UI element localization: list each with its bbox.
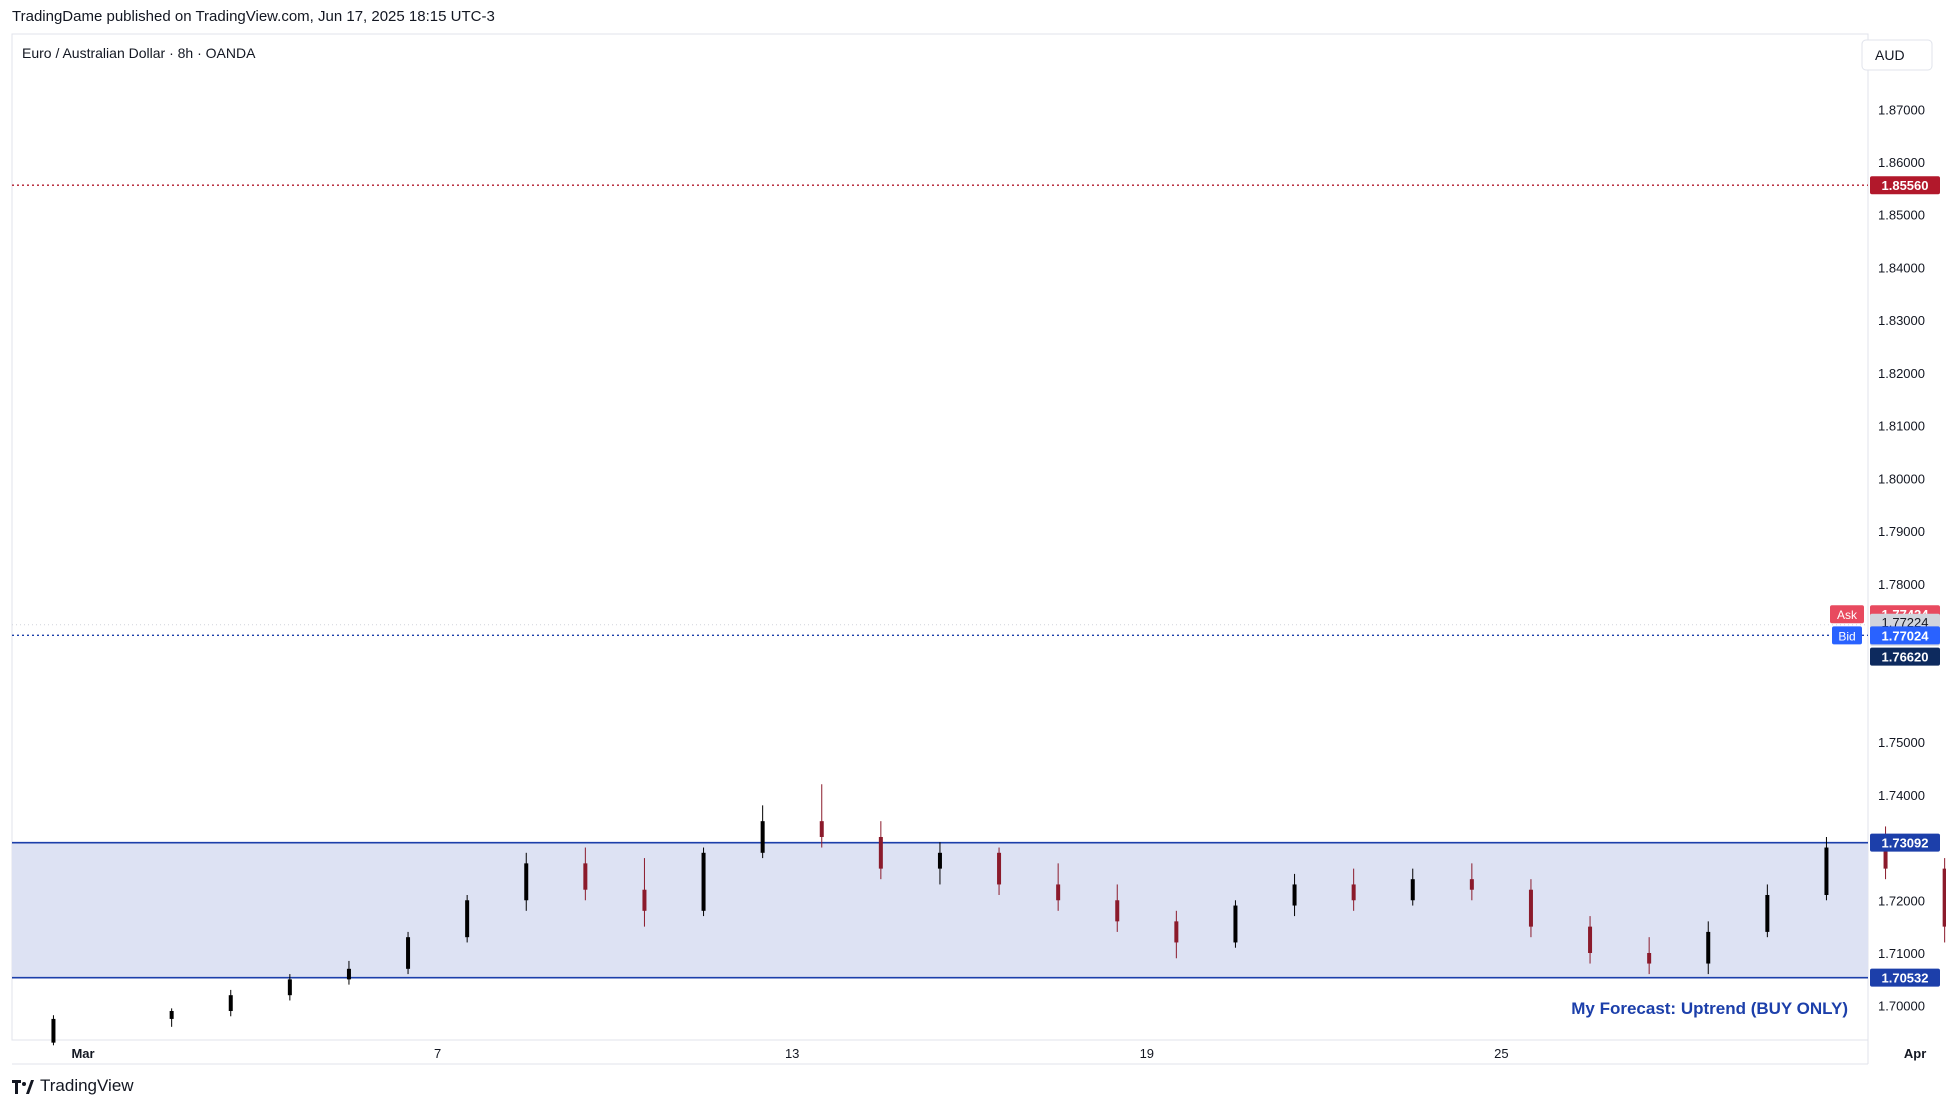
y-tick-label: 1.80000 xyxy=(1878,471,1925,486)
currency-selector[interactable]: AUD xyxy=(1861,39,1933,71)
forecast-annotation: My Forecast: Uptrend (BUY ONLY) xyxy=(1571,999,1848,1018)
x-tick-label: Mar xyxy=(71,1046,94,1061)
candle[interactable] xyxy=(524,863,529,901)
x-tick-label: 25 xyxy=(1494,1046,1508,1061)
candle[interactable] xyxy=(642,889,647,911)
candle[interactable] xyxy=(1292,884,1297,906)
y-tick-label: 1.85000 xyxy=(1878,208,1925,223)
candle[interactable] xyxy=(1588,926,1593,953)
price-level-tag-label: 1.73092 xyxy=(1882,836,1929,851)
bid-price: 1.77024 xyxy=(1882,628,1930,643)
publish-info: TradingDame published on TradingView.com… xyxy=(12,8,495,25)
y-tick-label: 1.75000 xyxy=(1878,735,1925,750)
candle[interactable] xyxy=(878,836,883,869)
candle[interactable] xyxy=(997,852,1002,885)
x-tick-label: 13 xyxy=(785,1046,799,1061)
price-level-tag-label: 1.70532 xyxy=(1882,971,1929,986)
y-tick-label: 1.81000 xyxy=(1878,419,1925,434)
price-level-tag xyxy=(1870,833,1940,852)
y-tick-label: 1.79000 xyxy=(1878,524,1925,539)
candle[interactable] xyxy=(760,821,765,853)
candle[interactable] xyxy=(1115,900,1120,922)
tradingview-brand[interactable]: TradingView xyxy=(12,1076,134,1096)
candle[interactable] xyxy=(1174,921,1179,943)
y-tick-label: 1.84000 xyxy=(1878,260,1925,275)
y-tick-label: 1.71000 xyxy=(1878,946,1925,961)
currency-label: AUD xyxy=(1875,47,1905,63)
price-level-tag xyxy=(1870,968,1940,987)
candle[interactable] xyxy=(819,821,824,837)
candle[interactable] xyxy=(937,852,942,869)
candle[interactable] xyxy=(1765,894,1770,932)
tradingview-brand-name: TradingView xyxy=(40,1076,134,1095)
y-tick-label: 1.70000 xyxy=(1878,999,1925,1014)
candle[interactable] xyxy=(1647,953,1652,964)
candle[interactable] xyxy=(701,852,706,911)
bid-label: Bid xyxy=(1838,629,1855,643)
candle[interactable] xyxy=(51,1018,56,1043)
candle[interactable] xyxy=(406,937,411,969)
x-tick-label: 7 xyxy=(434,1046,441,1061)
candle[interactable] xyxy=(346,968,351,980)
extra-price-tag xyxy=(1870,647,1940,666)
x-tick-label: Apr xyxy=(1904,1046,1926,1061)
y-tick-label: 1.82000 xyxy=(1878,366,1925,381)
y-tick-label: 1.86000 xyxy=(1878,155,1925,170)
symbol-title: Euro / Australian Dollar · 8h · OANDA xyxy=(22,45,256,61)
candle[interactable] xyxy=(1469,879,1474,890)
candle[interactable] xyxy=(465,900,470,938)
y-tick-label: 1.78000 xyxy=(1878,577,1925,592)
candle[interactable] xyxy=(1410,879,1415,901)
extra-price: 1.76620 xyxy=(1882,650,1929,665)
price-level-tag-label: 1.85560 xyxy=(1882,178,1929,193)
y-tick-label: 1.72000 xyxy=(1878,893,1925,908)
candle[interactable] xyxy=(1883,847,1888,869)
last-price: 1.77224 xyxy=(1882,615,1929,630)
bid-label-box xyxy=(1832,626,1862,645)
candle[interactable] xyxy=(1351,884,1356,901)
y-tick-label: 1.87000 xyxy=(1878,102,1925,117)
candle[interactable] xyxy=(1942,868,1946,927)
y-tick-label: 1.83000 xyxy=(1878,313,1925,328)
y-tick-label: 1.74000 xyxy=(1878,788,1925,803)
candle[interactable] xyxy=(1056,884,1061,901)
candle[interactable] xyxy=(169,1011,174,1019)
candle[interactable] xyxy=(228,995,233,1012)
x-tick-label: 19 xyxy=(1140,1046,1154,1061)
candle[interactable] xyxy=(1233,905,1238,943)
candle[interactable] xyxy=(287,979,292,996)
candle[interactable] xyxy=(1528,889,1533,927)
candle[interactable] xyxy=(1706,931,1711,964)
bid-price-tag xyxy=(1870,626,1940,645)
ask-label: Ask xyxy=(1837,608,1858,622)
candle[interactable] xyxy=(1824,847,1829,895)
ask-label-box xyxy=(1830,605,1864,624)
tradingview-logo-icon xyxy=(12,1079,34,1094)
price-level-tag xyxy=(1870,176,1940,195)
candle[interactable] xyxy=(583,863,588,890)
